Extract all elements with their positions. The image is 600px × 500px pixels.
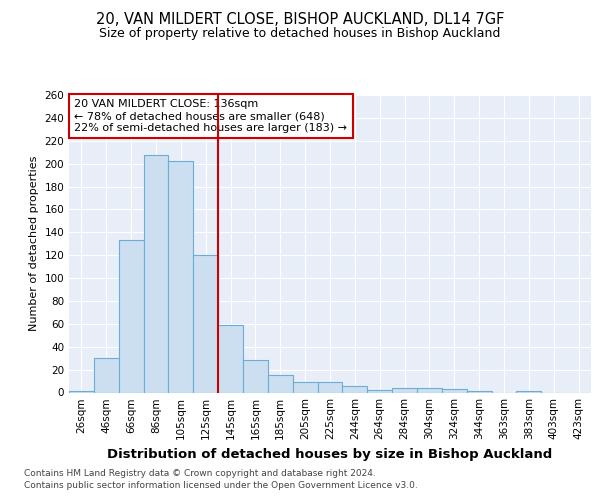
Bar [119, 240, 143, 392]
Bar [268, 376, 293, 392]
Bar [392, 388, 417, 392]
X-axis label: Distribution of detached houses by size in Bishop Auckland: Distribution of detached houses by size … [107, 448, 553, 461]
Bar [343, 386, 367, 392]
Text: Contains HM Land Registry data © Crown copyright and database right 2024.: Contains HM Land Registry data © Crown c… [24, 469, 376, 478]
Bar [293, 382, 317, 392]
Text: 20 VAN MILDERT CLOSE: 136sqm
← 78% of detached houses are smaller (648)
22% of s: 20 VAN MILDERT CLOSE: 136sqm ← 78% of de… [74, 100, 347, 132]
Text: 20, VAN MILDERT CLOSE, BISHOP AUCKLAND, DL14 7GF: 20, VAN MILDERT CLOSE, BISHOP AUCKLAND, … [96, 12, 504, 28]
Y-axis label: Number of detached properties: Number of detached properties [29, 156, 39, 332]
Bar [367, 390, 392, 392]
Bar [317, 382, 343, 392]
Bar [169, 162, 193, 392]
Text: Size of property relative to detached houses in Bishop Auckland: Size of property relative to detached ho… [100, 28, 500, 40]
Text: Contains public sector information licensed under the Open Government Licence v3: Contains public sector information licen… [24, 481, 418, 490]
Bar [417, 388, 442, 392]
Bar [243, 360, 268, 392]
Bar [442, 389, 467, 392]
Bar [94, 358, 119, 392]
Bar [193, 255, 218, 392]
Bar [143, 154, 169, 392]
Bar [218, 325, 243, 392]
